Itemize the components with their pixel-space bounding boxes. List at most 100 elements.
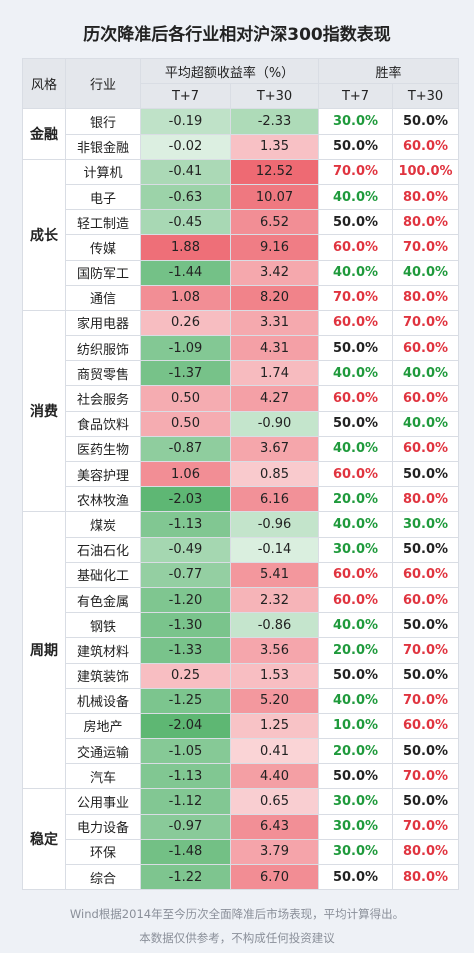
win-cell: 30.0%	[318, 813, 394, 840]
excess-cell: 6.52	[229, 209, 320, 236]
industry-cell: 汽车	[65, 763, 141, 790]
win-cell: 50.0%	[392, 536, 460, 563]
win-cell: 50.0%	[318, 410, 394, 437]
footer-line: 本数据仅供参考，不构成任何投资建议	[139, 931, 335, 945]
header-cell: 平均超额收益率（%）	[139, 57, 320, 85]
excess-cell: 1.08	[140, 284, 231, 311]
excess-cell: 3.31	[229, 309, 320, 337]
header-cell: 行业	[65, 57, 141, 110]
win-cell: 40.0%	[392, 410, 460, 437]
excess-cell: 0.26	[140, 309, 231, 337]
win-cell: 40.0%	[318, 259, 394, 286]
excess-cell: 1.25	[229, 712, 320, 740]
industry-cell: 机械设备	[65, 687, 141, 714]
industry-cell: 煤炭	[65, 511, 141, 538]
industry-cell: 基础化工	[65, 561, 141, 588]
win-cell: 50.0%	[318, 763, 394, 790]
excess-cell: -2.33	[229, 108, 320, 135]
header-cell: T+7	[140, 83, 231, 110]
win-cell: 60.0%	[318, 385, 394, 412]
excess-cell: 3.79	[229, 838, 320, 866]
excess-cell: -1.05	[140, 738, 231, 765]
win-cell: 60.0%	[318, 309, 394, 337]
industry-cell: 纺织服饰	[65, 335, 141, 362]
industry-cell: 钢铁	[65, 612, 141, 639]
win-cell: 40.0%	[318, 183, 394, 211]
excess-cell: 6.70	[229, 863, 320, 891]
excess-cell: 4.27	[229, 385, 320, 412]
win-cell: 50.0%	[392, 788, 460, 815]
excess-cell: 6.43	[229, 813, 320, 840]
industry-cell: 石油石化	[65, 536, 141, 563]
header-cell: 胜率	[318, 57, 460, 85]
industry-cell: 银行	[65, 108, 141, 135]
excess-cell: -1.12	[140, 788, 231, 815]
win-cell: 50.0%	[318, 133, 394, 160]
header-cell: 风格	[22, 57, 66, 110]
excess-cell: 5.41	[229, 561, 320, 588]
win-cell: 80.0%	[392, 284, 460, 311]
industry-cell: 传媒	[65, 234, 141, 261]
industry-cell: 电力设备	[65, 813, 141, 840]
win-cell: 50.0%	[392, 662, 460, 689]
win-cell: 50.0%	[392, 108, 460, 135]
win-cell: 60.0%	[392, 133, 460, 160]
excess-cell: 1.74	[229, 360, 320, 387]
win-cell: 60.0%	[392, 561, 460, 588]
style-cell: 成长	[22, 158, 66, 311]
industry-cell: 国防军工	[65, 259, 141, 286]
header-cell: T+30	[392, 83, 460, 110]
excess-cell: 5.20	[229, 687, 320, 714]
win-cell: 70.0%	[392, 309, 460, 337]
header-cell: T+30	[229, 83, 320, 110]
win-cell: 60.0%	[318, 561, 394, 588]
industry-cell: 非银金融	[65, 133, 141, 160]
win-cell: 40.0%	[392, 360, 460, 387]
excess-cell: 1.53	[229, 662, 320, 689]
excess-cell: 0.65	[229, 788, 320, 815]
win-cell: 20.0%	[318, 738, 394, 765]
data-table: 风格 行业 平均超额收益率（%） 胜率 T+7 T+30 T+7 T+30 金融…	[22, 57, 460, 891]
win-cell: 30.0%	[318, 536, 394, 563]
win-cell: 40.0%	[392, 259, 460, 286]
industry-cell: 环保	[65, 838, 141, 866]
win-cell: 80.0%	[392, 209, 460, 236]
win-cell: 30.0%	[392, 511, 460, 538]
win-cell: 60.0%	[392, 586, 460, 614]
excess-cell: -1.20	[140, 586, 231, 614]
excess-cell: 9.16	[229, 234, 320, 261]
win-cell: 70.0%	[392, 234, 460, 261]
excess-cell: 12.52	[229, 158, 320, 185]
excess-cell: 1.88	[140, 234, 231, 261]
industry-cell: 建筑装饰	[65, 662, 141, 689]
excess-cell: 0.41	[229, 738, 320, 765]
excess-cell: -1.30	[140, 612, 231, 639]
excess-cell: -1.33	[140, 637, 231, 664]
win-cell: 30.0%	[318, 838, 394, 866]
style-cell: 周期	[22, 511, 66, 790]
industry-cell: 社会服务	[65, 385, 141, 412]
excess-cell: -0.14	[229, 536, 320, 563]
industry-cell: 电子	[65, 183, 141, 211]
win-cell: 10.0%	[318, 712, 394, 740]
excess-cell: -0.63	[140, 183, 231, 211]
win-cell: 80.0%	[392, 183, 460, 211]
industry-cell: 综合	[65, 863, 141, 891]
win-cell: 80.0%	[392, 838, 460, 866]
win-cell: 70.0%	[318, 158, 394, 185]
win-cell: 20.0%	[318, 637, 394, 664]
win-cell: 50.0%	[318, 335, 394, 362]
win-cell: 60.0%	[318, 460, 394, 488]
win-cell: 70.0%	[392, 763, 460, 790]
header-cell: T+7	[318, 83, 394, 110]
excess-cell: -0.02	[140, 133, 231, 160]
excess-cell: -1.22	[140, 863, 231, 891]
industry-cell: 商贸零售	[65, 360, 141, 387]
win-cell: 50.0%	[392, 612, 460, 639]
industry-cell: 建筑材料	[65, 637, 141, 664]
excess-cell: 0.25	[140, 662, 231, 689]
win-cell: 70.0%	[392, 813, 460, 840]
industry-cell: 家用电器	[65, 309, 141, 337]
style-cell: 金融	[22, 108, 66, 160]
excess-cell: -1.44	[140, 259, 231, 286]
